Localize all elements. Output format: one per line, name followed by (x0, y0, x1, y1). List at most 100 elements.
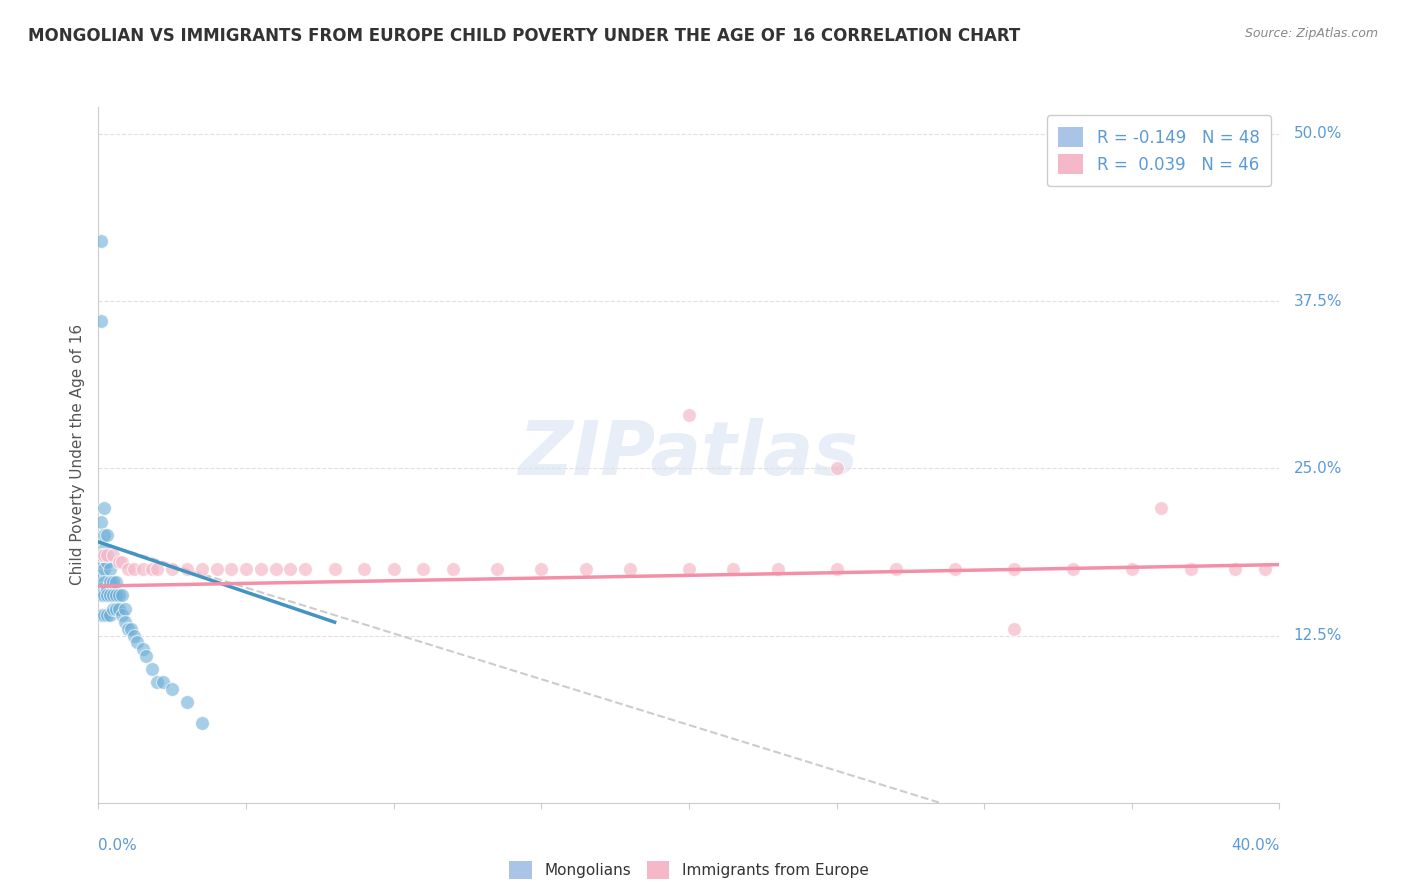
Point (530, 562, 553, 576)
Point (98, 575, 121, 590)
Text: 12.5%: 12.5% (1294, 628, 1341, 643)
Point (90, 314, 112, 328)
Point (441, 562, 464, 576)
Point (96, 555, 118, 569)
Point (162, 681, 183, 696)
Point (1062, 562, 1084, 576)
Point (1002, 562, 1025, 576)
Point (250, 562, 273, 576)
Point (264, 562, 287, 576)
Point (103, 602, 125, 616)
Point (176, 696, 198, 710)
Point (108, 602, 131, 616)
Point (114, 602, 136, 616)
Point (93, 528, 115, 542)
Text: 37.5%: 37.5% (1294, 293, 1341, 309)
Point (98, 562, 121, 576)
Point (323, 562, 346, 576)
Point (105, 589, 128, 603)
Point (93, 608, 115, 623)
Point (120, 622, 142, 636)
Point (132, 642, 155, 657)
Point (122, 628, 145, 642)
Point (353, 562, 375, 576)
Point (235, 562, 257, 576)
Point (98, 589, 121, 603)
Point (93, 501, 115, 516)
Point (141, 662, 163, 676)
Point (93, 562, 115, 576)
Point (96, 589, 118, 603)
Point (103, 575, 125, 590)
Point (191, 715, 214, 730)
Point (943, 562, 966, 576)
Point (96, 528, 118, 542)
Point (96, 548, 118, 563)
Point (141, 562, 163, 576)
Text: 0.0%: 0.0% (98, 838, 138, 854)
Point (574, 562, 596, 576)
Point (219, 562, 242, 576)
Point (294, 562, 316, 576)
Point (382, 562, 405, 576)
Point (122, 562, 145, 576)
Point (146, 562, 169, 576)
Text: ZIPatlas: ZIPatlas (519, 418, 859, 491)
Point (90, 515, 112, 529)
Point (108, 555, 131, 569)
Point (278, 562, 302, 576)
Point (125, 635, 148, 649)
Text: Source: ZipAtlas.com: Source: ZipAtlas.com (1244, 27, 1378, 40)
Y-axis label: Child Poverty Under the Age of 16: Child Poverty Under the Age of 16 (69, 325, 84, 585)
Point (93, 548, 115, 563)
Legend: Mongolians, Immigrants from Europe: Mongolians, Immigrants from Europe (503, 855, 875, 886)
Point (825, 562, 848, 576)
Point (619, 562, 641, 576)
Point (1180, 562, 1202, 576)
Point (884, 562, 907, 576)
Point (1223, 562, 1246, 576)
Point (96, 608, 118, 623)
Point (132, 562, 155, 576)
Point (105, 602, 128, 616)
Point (176, 562, 198, 576)
Point (412, 562, 434, 576)
Text: MONGOLIAN VS IMMIGRANTS FROM EUROPE CHILD POVERTY UNDER THE AGE OF 16 CORRELATIO: MONGOLIAN VS IMMIGRANTS FROM EUROPE CHIL… (28, 27, 1021, 45)
Point (111, 608, 134, 623)
Point (117, 562, 139, 576)
Point (103, 589, 125, 603)
Point (205, 562, 228, 576)
Point (90, 589, 112, 603)
Text: 25.0%: 25.0% (1294, 461, 1341, 475)
Point (117, 622, 139, 636)
Point (162, 562, 183, 576)
Point (90, 582, 112, 596)
Point (111, 555, 134, 569)
Text: 40.0%: 40.0% (1232, 838, 1279, 854)
Point (93, 589, 115, 603)
Point (152, 675, 174, 690)
Point (90, 548, 112, 563)
Point (486, 562, 509, 576)
Point (1254, 562, 1277, 576)
Point (766, 562, 789, 576)
Point (108, 589, 131, 603)
Point (90, 234, 112, 248)
Point (90, 608, 112, 623)
Point (1002, 622, 1025, 636)
Point (114, 615, 136, 630)
Point (93, 575, 115, 590)
Point (98, 608, 121, 623)
Point (191, 562, 214, 576)
Point (90, 568, 112, 582)
Point (721, 562, 744, 576)
Point (825, 461, 848, 475)
Point (1121, 562, 1143, 576)
Point (678, 408, 700, 422)
Point (103, 548, 125, 563)
Point (96, 582, 118, 596)
Point (111, 589, 134, 603)
Point (105, 575, 128, 590)
Point (146, 675, 169, 690)
Text: 50.0%: 50.0% (1294, 127, 1341, 141)
